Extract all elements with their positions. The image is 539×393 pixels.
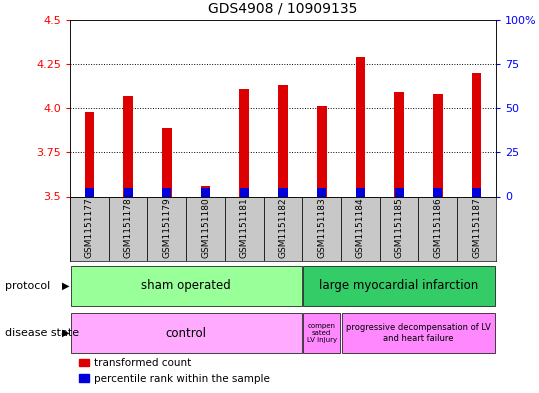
Text: control: control bbox=[165, 327, 206, 340]
Bar bbox=[264, 196, 302, 261]
Text: GSM1151178: GSM1151178 bbox=[123, 197, 133, 258]
Text: progressive decompensation of LV
and heart failure: progressive decompensation of LV and hea… bbox=[346, 323, 491, 343]
Bar bbox=[356, 57, 365, 196]
Text: GSM1151187: GSM1151187 bbox=[472, 197, 481, 258]
Bar bbox=[85, 112, 94, 196]
Bar bbox=[109, 196, 148, 261]
Bar bbox=[71, 266, 301, 306]
Text: sham operated: sham operated bbox=[141, 279, 231, 292]
Text: GSM1151179: GSM1151179 bbox=[162, 197, 171, 258]
Text: GSM1151177: GSM1151177 bbox=[85, 197, 94, 258]
Text: GSM1151185: GSM1151185 bbox=[395, 197, 404, 258]
Bar bbox=[303, 266, 495, 306]
Bar bbox=[418, 196, 457, 261]
Bar bbox=[225, 196, 264, 261]
Bar bbox=[342, 313, 495, 353]
Bar bbox=[162, 127, 172, 196]
Bar bbox=[457, 196, 496, 261]
Text: ▶: ▶ bbox=[62, 328, 70, 338]
Title: GDS4908 / 10909135: GDS4908 / 10909135 bbox=[208, 2, 358, 16]
Bar bbox=[302, 196, 341, 261]
Bar bbox=[70, 196, 109, 261]
Bar bbox=[201, 188, 210, 196]
Bar bbox=[356, 188, 365, 196]
Bar bbox=[186, 196, 225, 261]
Bar bbox=[85, 188, 94, 196]
Bar bbox=[239, 88, 249, 196]
Bar bbox=[433, 94, 443, 196]
Text: GSM1151183: GSM1151183 bbox=[317, 197, 326, 258]
Text: GSM1151184: GSM1151184 bbox=[356, 197, 365, 258]
Bar bbox=[341, 196, 380, 261]
Bar bbox=[162, 188, 171, 196]
Text: disease state: disease state bbox=[5, 328, 80, 338]
Bar bbox=[303, 313, 340, 353]
Bar bbox=[394, 92, 404, 196]
Bar bbox=[148, 196, 186, 261]
Text: GSM1151186: GSM1151186 bbox=[433, 197, 443, 258]
Bar bbox=[240, 188, 249, 196]
Text: GSM1151182: GSM1151182 bbox=[279, 197, 287, 258]
Bar bbox=[380, 196, 418, 261]
Text: GSM1151180: GSM1151180 bbox=[201, 197, 210, 258]
Bar bbox=[472, 188, 481, 196]
Bar bbox=[433, 188, 443, 196]
Bar bbox=[317, 106, 327, 196]
Bar bbox=[395, 188, 404, 196]
Text: compen
sated
LV injury: compen sated LV injury bbox=[307, 323, 337, 343]
Bar bbox=[201, 186, 210, 196]
Bar bbox=[123, 95, 133, 196]
Bar bbox=[278, 188, 288, 196]
Text: GSM1151181: GSM1151181 bbox=[240, 197, 249, 258]
Bar bbox=[278, 85, 288, 196]
Text: protocol: protocol bbox=[5, 281, 51, 291]
Bar bbox=[71, 313, 301, 353]
Text: ▶: ▶ bbox=[62, 281, 70, 291]
Bar bbox=[317, 188, 326, 196]
Text: large myocardial infarction: large myocardial infarction bbox=[320, 279, 479, 292]
Legend: transformed count, percentile rank within the sample: transformed count, percentile rank withi… bbox=[75, 354, 274, 388]
Bar bbox=[472, 73, 481, 196]
Bar bbox=[123, 188, 133, 196]
